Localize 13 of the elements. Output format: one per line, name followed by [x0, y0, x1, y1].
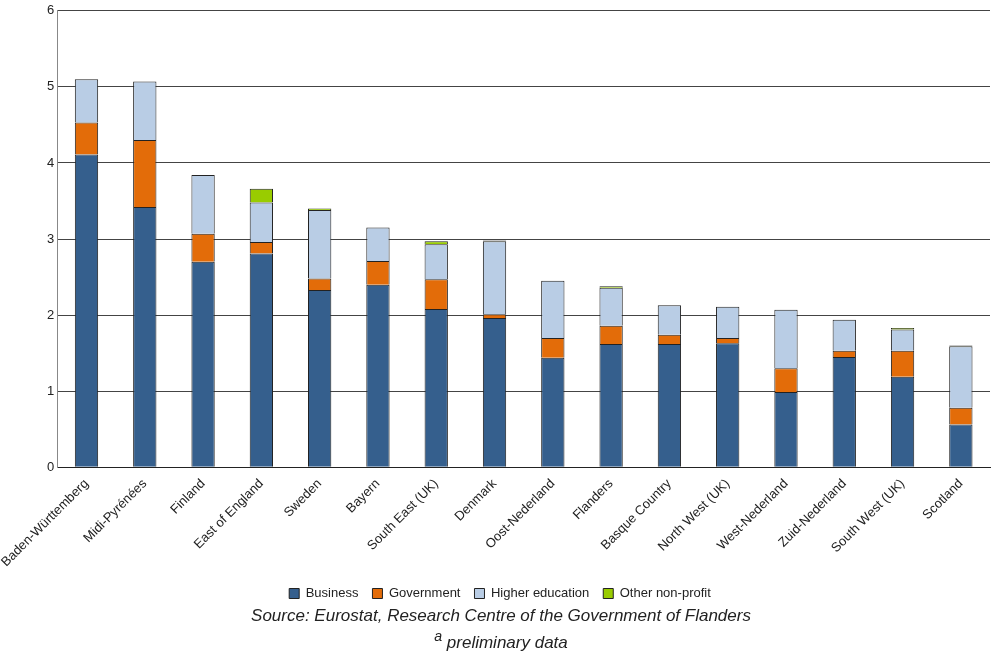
y-tick-label: 5	[47, 78, 55, 94]
legend-label: Other non-profit	[619, 585, 712, 601]
legend-label: Higher education	[490, 585, 590, 601]
y-tick-label: 0	[47, 458, 55, 474]
source-note: Source: Eurostat, Research Centre of the Government of Flanders	[250, 606, 752, 626]
legend-label: Business	[305, 585, 359, 601]
y-tick-label: 2	[47, 306, 55, 322]
y-tick-label: 1	[47, 382, 55, 398]
y-tick-label: 3	[47, 230, 55, 246]
y-tick-label: 4	[47, 154, 55, 170]
legend-label: Government	[388, 585, 461, 601]
text: $^{a}$ preliminary data	[433, 627, 569, 653]
y-tick-label: 6	[47, 2, 55, 18]
